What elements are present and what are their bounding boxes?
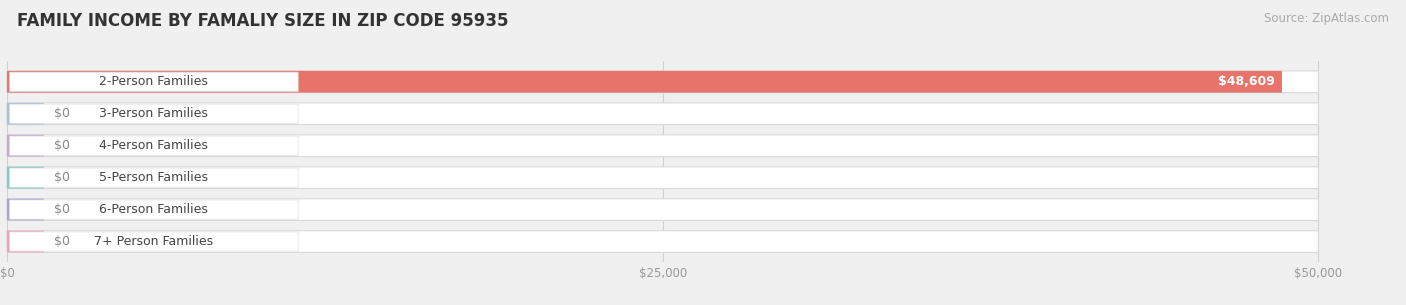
FancyBboxPatch shape: [7, 231, 1319, 253]
Text: Source: ZipAtlas.com: Source: ZipAtlas.com: [1264, 12, 1389, 25]
FancyBboxPatch shape: [7, 135, 44, 156]
Text: FAMILY INCOME BY FAMALIY SIZE IN ZIP CODE 95935: FAMILY INCOME BY FAMALIY SIZE IN ZIP COD…: [17, 12, 509, 30]
FancyBboxPatch shape: [7, 71, 1282, 93]
Text: 4-Person Families: 4-Person Families: [100, 139, 208, 152]
Text: $0: $0: [55, 203, 70, 216]
FancyBboxPatch shape: [7, 167, 1319, 188]
FancyBboxPatch shape: [7, 167, 44, 188]
FancyBboxPatch shape: [7, 103, 44, 124]
FancyBboxPatch shape: [10, 200, 298, 219]
FancyBboxPatch shape: [7, 199, 1319, 221]
Text: $0: $0: [55, 235, 70, 248]
FancyBboxPatch shape: [7, 199, 44, 221]
FancyBboxPatch shape: [7, 135, 1319, 156]
Text: $48,609: $48,609: [1219, 75, 1275, 88]
Text: $0: $0: [55, 171, 70, 184]
FancyBboxPatch shape: [7, 231, 44, 253]
FancyBboxPatch shape: [10, 136, 298, 155]
Text: 2-Person Families: 2-Person Families: [100, 75, 208, 88]
Text: 5-Person Families: 5-Person Families: [100, 171, 208, 184]
Text: 7+ Person Families: 7+ Person Families: [94, 235, 214, 248]
FancyBboxPatch shape: [7, 71, 1319, 93]
FancyBboxPatch shape: [10, 232, 298, 251]
Text: $0: $0: [55, 139, 70, 152]
FancyBboxPatch shape: [7, 103, 1319, 124]
Text: 3-Person Families: 3-Person Families: [100, 107, 208, 120]
FancyBboxPatch shape: [10, 168, 298, 187]
Text: $0: $0: [55, 107, 70, 120]
FancyBboxPatch shape: [10, 104, 298, 123]
FancyBboxPatch shape: [10, 72, 298, 92]
Text: 6-Person Families: 6-Person Families: [100, 203, 208, 216]
